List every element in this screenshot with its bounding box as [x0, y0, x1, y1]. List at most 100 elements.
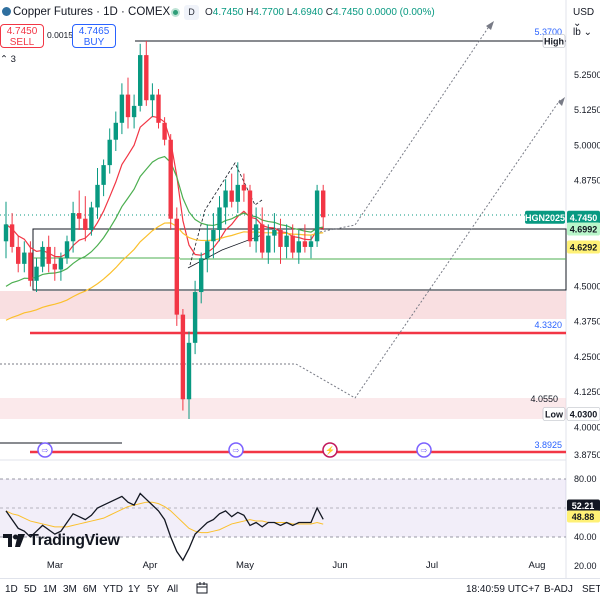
candle-body — [260, 224, 265, 253]
candle-body — [144, 55, 149, 101]
chevron-down-icon: ⌄ — [583, 27, 592, 38]
ohlc-open-value: 4.7450 — [212, 7, 244, 18]
candle-body — [113, 122, 118, 140]
price-label-text: 4.7450 — [570, 213, 598, 223]
candle-body — [211, 230, 216, 242]
candle-body — [58, 258, 64, 270]
dividend-marker-icon[interactable] — [322, 442, 338, 458]
candles — [3, 41, 326, 419]
candle-body — [77, 213, 82, 219]
price-label-bg — [542, 407, 566, 421]
price-label-5: Low — [542, 407, 566, 421]
candle-body — [9, 224, 15, 247]
interval-badge[interactable]: D — [184, 5, 199, 20]
time-axis-label: May — [236, 560, 254, 571]
rsi-tick-label: 20.00 — [574, 561, 597, 571]
candle-body — [125, 94, 131, 118]
time-axis-label: Jun — [332, 560, 347, 571]
time-axis-label: Jul — [426, 560, 438, 571]
timeframe-1m[interactable]: 1M — [43, 584, 57, 595]
candle-body — [83, 218, 88, 230]
projection-arrow-1 — [558, 97, 565, 106]
rsi-tick-label: 40.00 — [574, 532, 597, 542]
unit-label: lb — [573, 27, 581, 38]
currency-selector[interactable]: USD ⌄ — [573, 7, 600, 29]
sell-button[interactable]: 4.7450 SELL — [0, 24, 44, 48]
candle-body — [290, 235, 295, 253]
rsi-value-text: 48.88 — [572, 512, 595, 522]
candle-body — [302, 241, 308, 247]
candle-body — [296, 241, 301, 253]
projection-path-1 — [295, 99, 561, 399]
ohlc-high-value: 4.7700 — [253, 7, 284, 18]
price-label-text: 4.0300 — [570, 410, 598, 420]
price-label-4: 4.6292 — [567, 240, 600, 254]
price-label-text: 4.6992 — [570, 225, 598, 235]
price-label-bg — [525, 210, 565, 224]
candle-body — [168, 139, 173, 219]
chevron-down-icon: ⌄ — [573, 18, 582, 29]
rsi-indicator — [5, 492, 324, 562]
symbol-title[interactable]: Copper Futures · 1D · COMEX — [13, 6, 171, 18]
candle-body — [278, 230, 283, 247]
indicators-toggle[interactable]: ⌃ 3 — [0, 54, 16, 65]
copper-symbol-icon[interactable] — [2, 7, 11, 16]
chevron-up-icon: ⌃ — [0, 54, 8, 65]
event-marker-icon[interactable] — [228, 442, 244, 458]
ohlc-close-value: 4.7450 — [332, 7, 364, 18]
price-label-bg — [542, 34, 566, 48]
timeframe-ytd[interactable]: YTD — [103, 584, 123, 595]
candle-body — [156, 94, 161, 123]
adjustment-toggle[interactable]: B-ADJ — [544, 584, 573, 595]
timeframe-5d[interactable]: 5D — [24, 584, 37, 595]
candle-body — [138, 55, 143, 106]
ohlc-open-label: O — [205, 7, 213, 18]
price-tick-label: 4.2500 — [574, 352, 600, 362]
price-label-3: 4.6992 — [567, 222, 600, 236]
candle-body — [150, 94, 155, 101]
tradingview-logo[interactable]: TradingView — [3, 530, 120, 552]
candle-body — [131, 105, 137, 118]
price-chart[interactable]: ⇨ ⇨ ⚡ ⇨ 5.3700 4.3320 4.0550 3.8925 5.25… — [0, 0, 600, 578]
price-tick-label: 4.0000 — [574, 422, 600, 432]
candle-body — [34, 266, 39, 281]
price-tick-label: 5.0000 — [574, 140, 600, 150]
timeframe-1d[interactable]: 1D — [5, 584, 18, 595]
timeframe-all[interactable]: All — [167, 584, 179, 595]
ohlc-low-value: 4.6940 — [292, 7, 323, 18]
clock-display[interactable]: 18:40:59 UTC+7 — [466, 584, 540, 595]
price-label-text: Low — [545, 410, 564, 420]
projection-arrow-2 — [486, 21, 494, 30]
price-scale[interactable]: 5.2500 5.1250 5.0000 4.8750 4.5000 4.3750 4.25… — [574, 70, 600, 460]
candle-body — [186, 342, 192, 400]
unit-selector[interactable]: lb ⌄ — [573, 27, 592, 38]
timeframe-1y[interactable]: 1Y — [128, 584, 141, 595]
event-marker-icon[interactable] — [37, 442, 53, 458]
settings-toggle[interactable]: SET — [582, 584, 600, 595]
rsi-line — [5, 492, 324, 562]
buy-button[interactable]: 4.7465 BUY — [72, 24, 116, 48]
arrow-icon: ⇨ — [233, 446, 240, 455]
event-markers: ⇨ ⇨ ⚡ ⇨ — [37, 442, 432, 458]
tradingview-logo-icon — [3, 534, 25, 548]
candle-body — [199, 258, 204, 293]
time-axis-label: Mar — [47, 560, 63, 571]
event-marker-icon[interactable] — [416, 442, 432, 458]
projection-path-2 — [319, 24, 491, 233]
market-status-icon[interactable] — [171, 8, 180, 17]
calendar-icon[interactable] — [196, 582, 208, 597]
price-label-1: HGN2025 — [525, 210, 565, 224]
candle-body — [107, 139, 112, 166]
price-label-bg — [567, 210, 600, 224]
arrow-icon: ⇨ — [421, 446, 428, 455]
timeframe-6m[interactable]: 6M — [83, 584, 97, 595]
timeframe-3m[interactable]: 3M — [63, 584, 77, 595]
candle-body — [70, 213, 76, 242]
ohlc-high-label: H — [246, 7, 254, 18]
price-scale-labels: High HGN2025 4.7450 4.6992 4.6292 Low 4.0300 — [525, 34, 600, 421]
price-tick-label: 4.5000 — [574, 281, 600, 291]
timeframe-5y[interactable]: 5Y — [147, 584, 160, 595]
time-axis[interactable]: Mar Apr May Jun Jul Aug — [47, 560, 546, 571]
candle-body — [22, 252, 27, 264]
